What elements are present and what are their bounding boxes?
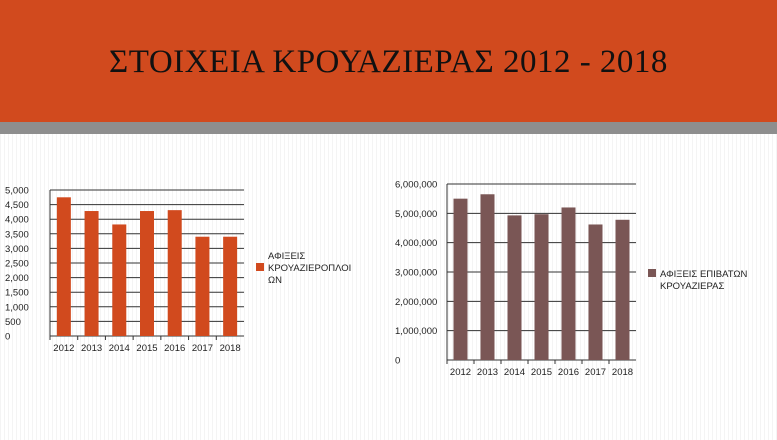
chart0-bar-2018 bbox=[223, 236, 238, 336]
chart0-xtick-label: 2014 bbox=[109, 343, 130, 354]
chart0-ytick-label: 3,500 bbox=[5, 229, 29, 240]
chart1-ytick-label: 3,000,000 bbox=[395, 268, 437, 279]
chart0-legend-label: ΩΝ bbox=[268, 275, 282, 286]
chart0-xtick-label: 2016 bbox=[164, 343, 185, 354]
chart1-ytick-label: 2,000,000 bbox=[395, 297, 437, 308]
chart1-bar-2016 bbox=[561, 207, 576, 360]
chart1-ytick-label: 1,000,000 bbox=[395, 326, 437, 337]
chart0-bar-2014 bbox=[112, 224, 127, 336]
chart1-xtick-label: 2013 bbox=[477, 367, 498, 378]
chart0-legend-swatch bbox=[256, 263, 264, 271]
chart1-ytick-label: 4,000,000 bbox=[395, 238, 437, 249]
chart0-ytick-label: 5,000 bbox=[5, 186, 29, 197]
chart0-ytick-label: 500 bbox=[5, 317, 21, 328]
chart0-xtick-label: 2018 bbox=[220, 343, 241, 354]
chart0-ytick-label: 1,500 bbox=[5, 288, 29, 299]
chart1-ytick-label: 6,000,000 bbox=[395, 180, 437, 191]
chart0-bar-2012 bbox=[56, 197, 71, 336]
chart1-xtick-label: 2015 bbox=[531, 367, 552, 378]
title-banner: ΣΤΟΙΧΕΙΑ ΚΡΟΥΑΖΙΕΡΑΣ 2012 - 2018 bbox=[0, 0, 777, 122]
chart0-legend-label: ΑΦΙΞΕΙΣ bbox=[268, 251, 305, 262]
chart1-bar-2012 bbox=[453, 198, 468, 360]
chart1-legend-label: ΚΡΟΥΑΖΙΕΡΑΣ bbox=[660, 281, 724, 292]
chart1-ytick-label: 5,000,000 bbox=[395, 209, 437, 220]
chart1-legend-swatch bbox=[648, 269, 656, 277]
chart1-legend-label: ΑΦΙΞΕΙΣ ΕΠΙΒΑΤΩΝ bbox=[660, 269, 747, 280]
chart1-xtick-label: 2012 bbox=[450, 367, 471, 378]
slide-content bbox=[0, 134, 777, 440]
chart0-ytick-label: 4,000 bbox=[5, 215, 29, 226]
chart0-ytick-label: 2,500 bbox=[5, 259, 29, 270]
chart1-bar-2015 bbox=[534, 214, 549, 360]
chart0-ytick-label: 1,000 bbox=[5, 302, 29, 313]
chart1-xtick-label: 2018 bbox=[612, 367, 633, 378]
chart1-bar-2017 bbox=[588, 224, 603, 360]
chart1-xtick-label: 2016 bbox=[558, 367, 579, 378]
chart0-bar-2015 bbox=[140, 211, 154, 336]
chart0-ytick-label: 3,000 bbox=[5, 244, 29, 255]
divider-band bbox=[0, 122, 777, 134]
chart0-legend-label: ΚΡΟΥΑΖΙΕΡΟΠΛΟΙ bbox=[268, 263, 351, 274]
chart1-bar-2018 bbox=[615, 219, 630, 360]
chart1-xtick-label: 2017 bbox=[585, 367, 606, 378]
chart0-xtick-label: 2017 bbox=[192, 343, 213, 354]
chart0-bar-2016 bbox=[167, 210, 182, 336]
chart0-xtick-label: 2015 bbox=[136, 343, 157, 354]
chart1-xtick-label: 2014 bbox=[504, 367, 525, 378]
chart1-bar-2014 bbox=[507, 215, 522, 360]
chart-cruise-ship-arrivals: 0 500 1,000 1,500 2,000 2,500 3,000 3,500 4,000 4… bbox=[5, 186, 351, 355]
chart0-ytick-label: 2,000 bbox=[5, 273, 29, 284]
chart0-ytick-label: 0 bbox=[5, 332, 10, 343]
chart1-ytick-label: 0 bbox=[395, 356, 400, 367]
page-title: ΣΤΟΙΧΕΙΑ ΚΡΟΥΑΖΙΕΡΑΣ 2012 - 2018 bbox=[109, 44, 668, 80]
chart0-xtick-label: 2012 bbox=[53, 343, 74, 354]
chart1-bar-2013 bbox=[480, 194, 495, 360]
chart-cruise-passenger-arrivals: 0 1,000,000 2,000,000 3,000,000 4,000,000 5,0… bbox=[395, 180, 747, 379]
chart0-xtick-label: 2013 bbox=[81, 343, 102, 354]
chart0-bar-2013 bbox=[84, 211, 99, 336]
chart0-bar-2017 bbox=[195, 236, 210, 336]
chart0-ytick-label: 4,500 bbox=[5, 200, 29, 211]
